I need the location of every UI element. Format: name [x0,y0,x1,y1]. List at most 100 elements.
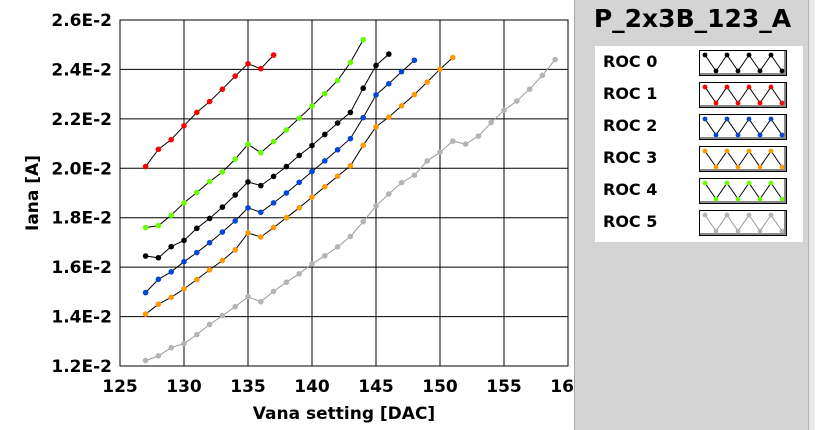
data-point [270,138,277,145]
chart: 125 130 135 140 145 150 155 160 1.2E-2 1.4E-2 1.6… [23,11,574,424]
y-tick-label: 2.6E-2 [51,11,112,31]
data-point [450,54,456,61]
x-tick-label: 125 [102,377,138,397]
y-tick-label: 2.2E-2 [51,110,112,130]
legend-item: ROC 0 [595,48,803,76]
legend-label: ROC 0 [603,52,658,71]
y-tick-label: 1.8E-2 [51,209,112,229]
data-point [437,149,443,156]
data-point [411,172,418,179]
data-point [245,179,251,185]
data-point [142,224,149,231]
data-point [168,136,174,143]
data-point [142,311,149,317]
y-tick-label: 1.6E-2 [51,258,112,278]
data-point [373,92,379,98]
data-point [398,179,405,186]
data-point [296,115,303,121]
data-point [142,163,149,170]
data-point [258,209,264,216]
data-point [245,60,251,67]
data-point [424,158,431,164]
data-point [501,107,507,114]
data-point [270,288,277,295]
data-point [283,190,290,196]
scrollbar[interactable] [808,0,815,430]
legend-swatch [699,82,787,108]
data-point [258,234,264,240]
x-tick-label: 145 [358,377,394,397]
data-point [142,289,149,296]
data-point [360,36,367,43]
data-point [168,294,174,301]
data-point [488,119,495,126]
data-point [155,353,162,359]
data-point [334,146,341,153]
legend-swatch-graphic [702,84,785,106]
data-point [155,254,162,261]
data-point [270,224,277,231]
data-point [258,65,264,72]
data-point [373,203,379,209]
legend-swatch-graphic [702,148,785,170]
legend-swatch [699,210,787,236]
data-point [514,98,520,104]
series-layer [142,36,558,364]
data-point [296,179,303,186]
data-point [475,133,482,139]
data-point [411,57,418,64]
data-point [206,215,213,222]
data-point [232,303,238,310]
legend-swatch-graphic [702,116,785,138]
data-point [258,182,264,189]
data-point [360,142,367,149]
data-point [334,244,341,250]
data-point [296,205,303,211]
data-point [309,142,315,149]
data-point [155,146,162,153]
data-point [309,261,315,267]
data-point [347,109,354,116]
data-point [398,102,405,109]
data-point [232,156,238,162]
data-point [181,237,187,244]
legend-item: ROC 2 [595,112,803,140]
series-0 [142,51,392,261]
data-point [155,276,162,283]
data-point [181,286,187,292]
legend: ROC 0 ROC 1 ROC 2 ROC 3 ROC 4 ROC 5 [595,46,803,242]
data-point [258,149,264,156]
x-tick-label: 135 [230,377,266,397]
y-tick-label: 2.0E-2 [51,159,112,179]
data-point [181,258,187,265]
plot-frame [119,19,569,367]
data-point [347,135,354,142]
data-point [219,86,226,92]
legend-swatch [699,178,787,204]
data-point [155,301,162,308]
data-point [373,123,379,130]
data-point [334,173,341,179]
series-2 [142,57,418,296]
legend-item: ROC 3 [595,144,803,172]
series-4 [142,36,367,231]
data-point [322,131,328,138]
chart-title: P_2x3B_123_A [593,4,792,33]
legend-item: ROC 4 [595,176,803,204]
legend-swatch-graphic [702,180,785,202]
y-tick-label: 1.4E-2 [51,308,112,328]
legend-swatch [699,114,787,140]
data-point [360,85,367,92]
series-3 [142,54,456,317]
data-point [219,204,226,210]
data-point [360,114,367,121]
data-point [155,222,162,229]
data-point [245,230,251,236]
data-point [232,247,238,253]
x-tick-label: 160 [550,377,574,397]
data-point [283,127,290,133]
data-point [424,79,431,85]
data-point [245,205,251,211]
data-point [283,279,290,286]
data-point [181,340,187,347]
